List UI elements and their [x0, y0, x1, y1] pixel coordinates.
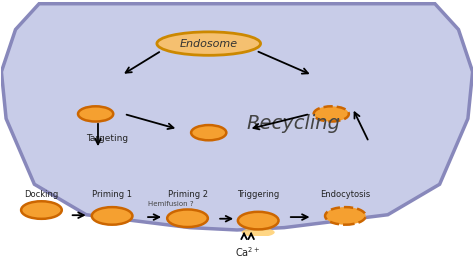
Ellipse shape: [314, 106, 349, 121]
Polygon shape: [1, 4, 473, 230]
Text: Recycling: Recycling: [246, 114, 340, 133]
Text: Hemifusion ?: Hemifusion ?: [148, 201, 194, 207]
Text: Docking: Docking: [24, 190, 59, 199]
Text: Targeting: Targeting: [86, 134, 128, 143]
Ellipse shape: [325, 207, 366, 225]
Ellipse shape: [238, 212, 279, 229]
Text: Triggering: Triggering: [237, 190, 279, 199]
Ellipse shape: [157, 32, 261, 55]
Text: Endosome: Endosome: [180, 39, 238, 49]
Ellipse shape: [92, 207, 132, 225]
Text: Ca$^{2+}$: Ca$^{2+}$: [235, 245, 260, 259]
Ellipse shape: [191, 125, 227, 140]
Text: Priming 1: Priming 1: [92, 190, 132, 199]
Ellipse shape: [78, 106, 113, 121]
Text: Priming 2: Priming 2: [167, 190, 208, 199]
Text: Endocytosis: Endocytosis: [320, 190, 371, 199]
Ellipse shape: [21, 201, 62, 219]
Ellipse shape: [167, 210, 208, 227]
Ellipse shape: [242, 228, 275, 237]
